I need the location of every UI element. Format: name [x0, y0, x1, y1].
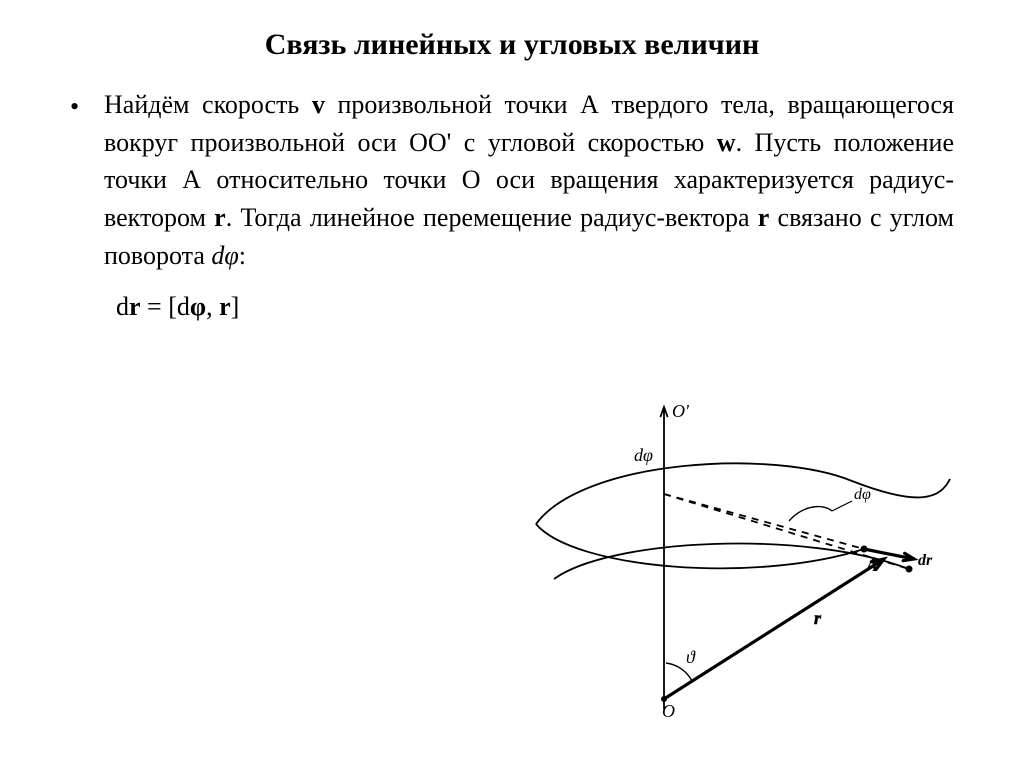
para-r1: r [214, 203, 226, 232]
formula-r2: r [219, 292, 231, 321]
svg-text:dφ: dφ [634, 445, 653, 465]
formula-d2: d [177, 292, 190, 321]
svg-text:A: A [865, 555, 878, 575]
para-v: v [312, 90, 325, 119]
svg-text:dφ: dφ [854, 486, 871, 503]
slide-title: Связь линейных и угловых величин [70, 28, 954, 62]
svg-text:O': O' [672, 401, 690, 421]
para-t1: Найдём скорость [104, 90, 312, 119]
para-w: w [717, 128, 736, 157]
diagram: O'dφdφAdrrrϑO [514, 399, 954, 719]
formula-phi: φ [190, 292, 206, 321]
para-t4: . Тогда линейное перемещение радиус-вект… [226, 203, 758, 232]
formula-d1: d [116, 292, 129, 321]
para-dphi: dφ [211, 241, 238, 270]
svg-text:r: r [814, 608, 822, 628]
paragraph: Найдём скорость v произвольной точки А т… [104, 86, 954, 274]
para-r2: r [758, 203, 770, 232]
formula-close: ] [231, 292, 240, 321]
bullet-row: • Найдём скорость v произвольной точки А… [70, 86, 954, 274]
formula-comma: , [206, 292, 219, 321]
formula-r: r [129, 292, 141, 321]
formula-eq: = [ [141, 292, 177, 321]
para-t6: : [239, 241, 246, 270]
svg-text:dr: dr [918, 552, 933, 569]
bullet-glyph: • [70, 86, 104, 126]
formula: dr = [dφ, r] [116, 292, 954, 322]
svg-text:ϑ: ϑ [686, 647, 696, 667]
svg-text:O: O [662, 701, 675, 719]
